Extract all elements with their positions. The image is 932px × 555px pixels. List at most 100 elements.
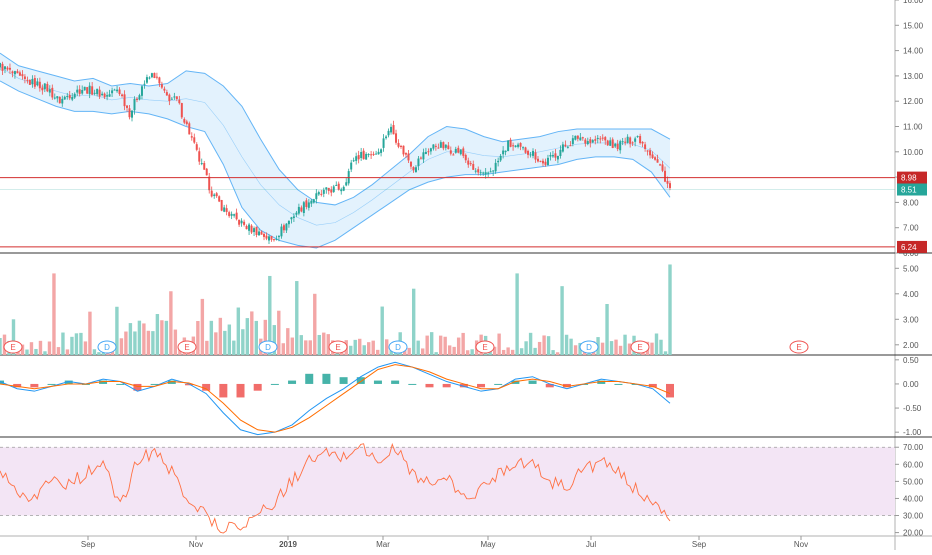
candle-body xyxy=(275,238,278,240)
candle-body xyxy=(664,170,667,182)
volume-bar xyxy=(371,340,375,355)
candle-body xyxy=(659,164,662,166)
candle-body xyxy=(245,225,248,230)
candle-body xyxy=(240,220,243,224)
candle-body xyxy=(522,147,525,149)
volume-bar xyxy=(34,348,38,355)
candle-body xyxy=(589,139,592,143)
candle-body xyxy=(193,137,196,143)
marker-badge xyxy=(3,340,23,354)
last-price-tag xyxy=(897,183,927,196)
volume-bar xyxy=(137,320,142,355)
volume-bar xyxy=(119,338,124,355)
candle-body xyxy=(150,73,153,78)
candle-body xyxy=(335,184,338,186)
candle-body xyxy=(43,83,46,90)
candle-body xyxy=(163,88,166,91)
volume-bar xyxy=(650,342,654,355)
candle-body xyxy=(118,89,121,95)
candle-body xyxy=(375,153,378,155)
candle-body xyxy=(277,236,280,238)
price-level-label: 8.98 xyxy=(901,174,917,183)
candle-body xyxy=(98,89,101,97)
macd-histogram-bar xyxy=(288,380,297,384)
macd-histogram-bar xyxy=(477,383,486,388)
candle-body xyxy=(111,90,114,94)
candle-body xyxy=(121,94,124,97)
candle-body xyxy=(601,137,604,139)
candle-body xyxy=(507,140,510,151)
candle-body xyxy=(327,187,330,191)
volume-bar xyxy=(605,304,609,355)
volume-bar xyxy=(533,347,537,355)
volume-bar xyxy=(537,341,542,355)
candle-body xyxy=(200,163,203,165)
candle-body xyxy=(556,155,559,160)
rsi-line xyxy=(0,442,671,534)
candle-body xyxy=(170,98,173,100)
candle-body xyxy=(459,149,462,155)
candle-body xyxy=(392,125,395,135)
candle-body xyxy=(220,199,223,211)
candle-body xyxy=(131,110,134,118)
time-tick-label: Jul xyxy=(586,540,596,549)
candle-body xyxy=(36,81,39,86)
candle-body xyxy=(377,151,380,155)
candle-body xyxy=(609,140,612,146)
candle-body xyxy=(175,96,178,99)
volume-bar xyxy=(0,337,2,355)
volume-bar xyxy=(124,331,128,355)
candle-body xyxy=(113,89,116,91)
candle-body xyxy=(41,87,44,91)
volume-bar xyxy=(452,346,456,355)
rsi-tick-label: 30.00 xyxy=(903,512,924,521)
candle-body xyxy=(472,163,475,170)
candle-body xyxy=(230,213,233,216)
candle-body xyxy=(86,87,89,94)
candles-group xyxy=(0,61,671,245)
candle-body xyxy=(145,77,148,83)
candle-body xyxy=(248,224,251,231)
candle-body xyxy=(487,172,490,174)
price-tick-label: 10.00 xyxy=(903,148,924,157)
candle-body xyxy=(63,96,66,100)
volume-bar xyxy=(47,341,52,355)
candle-body xyxy=(8,67,11,70)
price-level-tag xyxy=(897,240,927,253)
price-tick-label: 8.00 xyxy=(903,198,919,207)
candle-body xyxy=(596,137,599,140)
candle-body xyxy=(76,89,79,93)
volume-bar xyxy=(52,273,56,355)
candle-body xyxy=(437,147,440,149)
volume-bar xyxy=(385,339,389,355)
volume-tick-label: 4.00 xyxy=(903,290,919,299)
candle-body xyxy=(255,226,258,235)
volume-bar xyxy=(97,352,101,355)
volume-bar xyxy=(56,347,61,355)
candle-body xyxy=(337,183,340,190)
macd-histogram-bar xyxy=(236,383,245,398)
candle-body xyxy=(342,186,345,191)
candle-body xyxy=(46,83,49,92)
candle-body xyxy=(414,167,417,172)
candle-body xyxy=(213,194,216,196)
candle-body xyxy=(574,135,577,140)
macd-signal-line xyxy=(0,364,671,433)
volume-bar xyxy=(420,348,425,355)
macd-tick-label: 0.00 xyxy=(903,380,919,389)
marker-label: E xyxy=(335,343,340,352)
rsi-tick-label: 70.00 xyxy=(903,443,924,452)
volume-bar xyxy=(25,349,29,355)
candle-body xyxy=(395,133,398,143)
macd-histogram-bar xyxy=(116,383,125,385)
volume-bar xyxy=(209,320,214,355)
candle-body xyxy=(198,151,201,162)
candle-body xyxy=(292,216,295,218)
volume-bar xyxy=(443,336,447,355)
candle-body xyxy=(310,200,313,204)
price-tick-label: 14.00 xyxy=(903,47,924,56)
volume-bar xyxy=(38,340,43,355)
volume-bar xyxy=(155,314,160,355)
